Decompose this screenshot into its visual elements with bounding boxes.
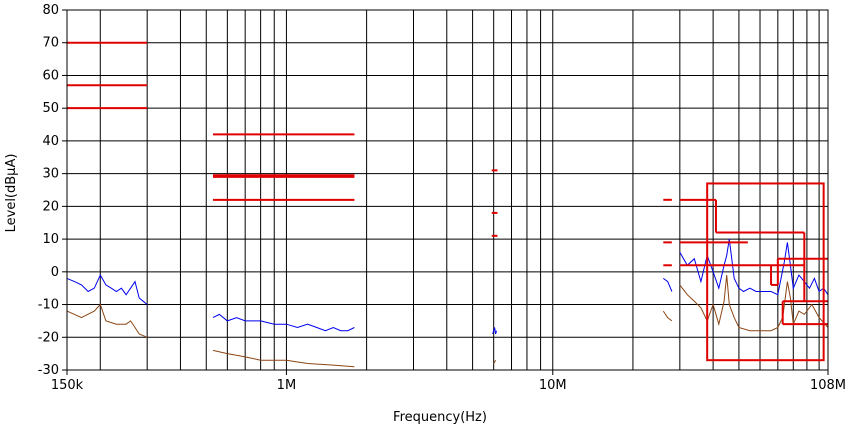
peak-trace [663, 277, 673, 292]
y-axis-label: Level(dBµA) [4, 154, 19, 233]
peak-trace [212, 313, 355, 332]
x-axis-ticks: 150k 1M 10M 108M [51, 370, 846, 393]
plot-frame [66, 9, 829, 371]
average-trace [66, 303, 148, 338]
x-axis-label: Frequency(Hz) [393, 410, 487, 425]
y-tick-label: 20 [42, 199, 59, 214]
x-tick-label: 10M [539, 378, 567, 393]
y-tick-label: 50 [42, 101, 59, 116]
average-trace [662, 310, 673, 322]
measurement-series [66, 239, 829, 368]
y-tick-label: 60 [42, 68, 59, 83]
y-tick-label: 70 [42, 36, 59, 51]
y-tick-label: -30 [38, 363, 59, 378]
y-tick-label: -20 [38, 330, 59, 345]
average-trace [212, 349, 355, 368]
average-trace [493, 359, 497, 364]
x-tick-label: 150k [51, 378, 84, 393]
y-tick-label: -10 [38, 298, 59, 313]
y-tick-label: 40 [42, 134, 59, 149]
y-tick-label: 0 [51, 265, 59, 280]
limit-lines [67, 41, 828, 362]
y-tick-label: 30 [42, 167, 59, 182]
y-tick-label: 80 [42, 3, 59, 18]
peak-trace [679, 239, 829, 296]
y-tick-label: 10 [42, 232, 59, 247]
peak-trace [492, 327, 497, 335]
peak-trace [66, 274, 148, 305]
x-tick-label: 108M [810, 378, 846, 393]
limit-box [706, 182, 825, 362]
x-tick-label: 1M [277, 378, 297, 393]
y-axis-ticks: 80 70 60 50 40 30 20 10 0 -10 -20 -30 [38, 3, 67, 378]
